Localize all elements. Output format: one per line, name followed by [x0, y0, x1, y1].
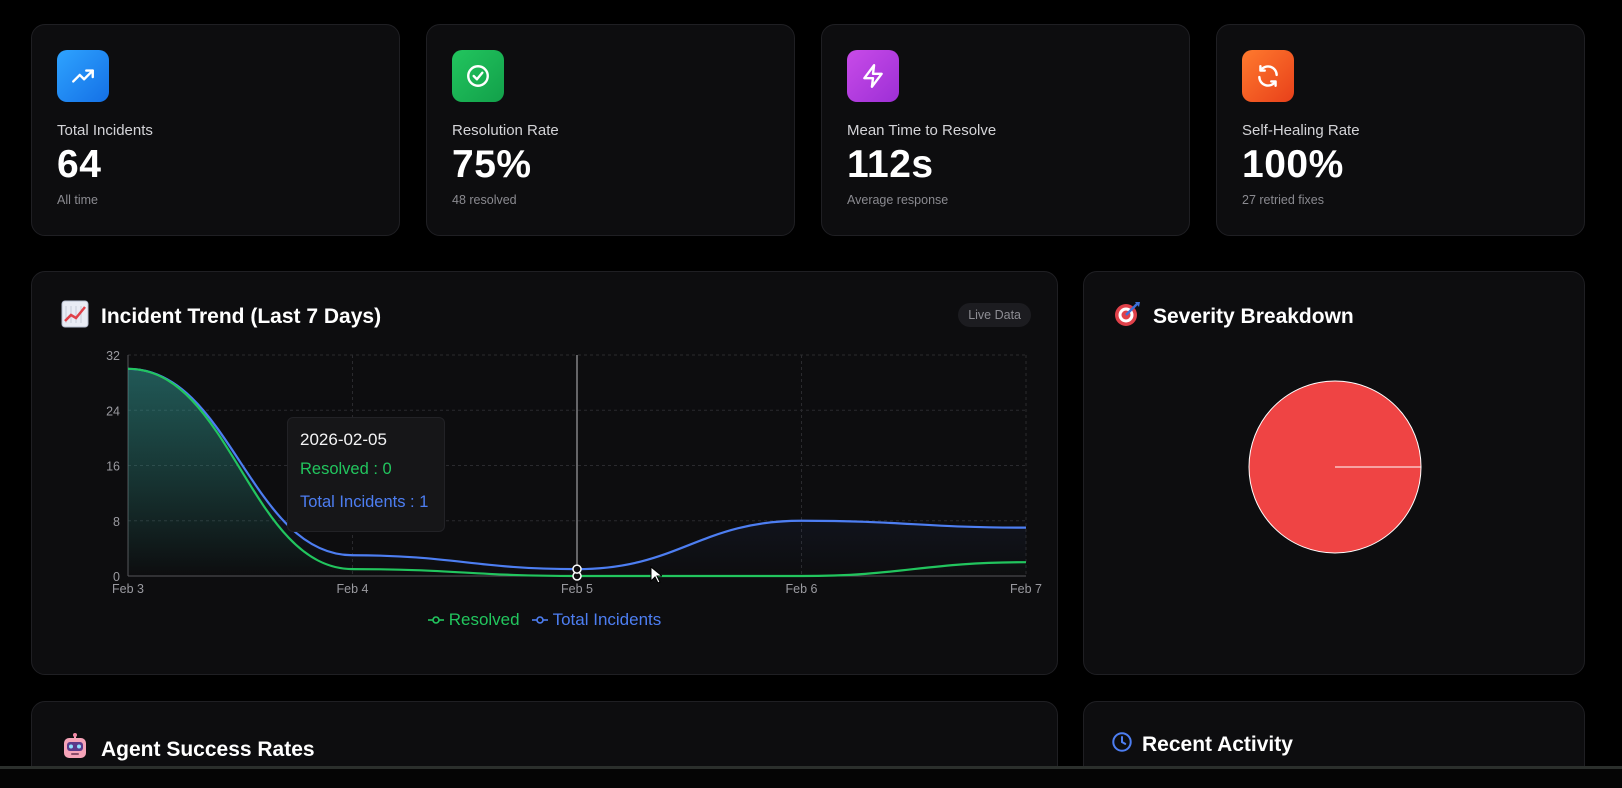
series-line	[127, 367, 1027, 578]
x-tick-label: Feb 3	[112, 582, 144, 596]
y-tick-label: 16	[106, 460, 120, 474]
stat-card-total-incidents: Total Incidents 64 All time	[31, 24, 400, 236]
y-tick-label: 0	[113, 570, 120, 584]
legend-item-total-incidents[interactable]: Total Incidents	[531, 610, 662, 630]
stat-label: Total Incidents	[57, 122, 153, 139]
stat-card-self-healing: Self-Healing Rate 100% 27 retried fixes	[1216, 24, 1585, 236]
x-tick-label: Feb 6	[786, 582, 818, 596]
stat-value: 64	[57, 143, 102, 186]
panel-header: Recent Activity	[1111, 731, 1293, 758]
panel-header: Incident Trend (Last 7 Days)	[61, 300, 381, 333]
trending-up-icon	[57, 50, 109, 102]
x-tick-label: Feb 5	[561, 582, 593, 596]
chart-legend: Resolved Total Incidents	[32, 610, 1057, 630]
stat-value: 75%	[452, 143, 532, 186]
y-tick-label: 32	[106, 349, 120, 363]
stat-card-mttr: Mean Time to Resolve 112s Average respon…	[821, 24, 1190, 236]
panel-title: Incident Trend (Last 7 Days)	[101, 304, 382, 328]
panel-title: Recent Activity	[1142, 732, 1293, 756]
panel-header: Severity Breakdown	[1113, 300, 1354, 333]
stat-subtext: 48 resolved	[452, 193, 517, 207]
hover-point	[572, 564, 582, 574]
severity-breakdown-panel: Severity Breakdown	[1083, 271, 1585, 675]
stat-value: 100%	[1242, 143, 1344, 186]
incident-trend-chart[interactable]: 0 8 16 24 32 Feb 3 Feb 4 Feb 5 Feb 6 Feb 7	[32, 272, 1059, 602]
stat-label: Mean Time to Resolve	[847, 122, 997, 139]
series-area	[128, 368, 1026, 576]
robot-icon	[61, 733, 89, 766]
series-line	[127, 367, 1027, 571]
stat-value: 112s	[847, 143, 934, 186]
clock-icon	[1111, 731, 1133, 758]
mouse-cursor-icon	[650, 566, 662, 584]
x-tick-label: Feb 4	[337, 582, 369, 596]
legend-label: Total Incidents	[552, 610, 662, 629]
tooltip-resolved: Resolved : 0	[300, 460, 392, 478]
y-tick-label: 24	[106, 404, 120, 418]
target-icon	[1113, 300, 1141, 333]
panel-title: Agent Success Rates	[101, 737, 315, 761]
panel-header: Agent Success Rates	[61, 733, 315, 766]
lightning-icon	[847, 50, 899, 102]
stat-label: Resolution Rate	[452, 122, 559, 139]
legend-marker-icon	[427, 616, 444, 624]
severity-pie-chart[interactable]	[1084, 272, 1586, 676]
chart-tooltip: 2026-02-05 Resolved : 0 Total Incidents …	[287, 417, 445, 532]
legend-item-resolved[interactable]: Resolved	[427, 610, 520, 630]
legend-label: Resolved	[448, 610, 520, 629]
refresh-icon	[1242, 50, 1294, 102]
stat-label: Self-Healing Rate	[1242, 122, 1360, 139]
legend-marker-icon	[531, 616, 548, 624]
x-tick-label: Feb 7	[1010, 582, 1042, 596]
tooltip-total: Total Incidents : 1	[300, 493, 429, 511]
window-bottom-edge	[0, 766, 1622, 788]
stat-subtext: Average response	[847, 193, 949, 207]
stat-subtext: All time	[57, 193, 98, 207]
chart-emoji-icon	[61, 300, 89, 333]
stat-card-resolution-rate: Resolution Rate 75% 48 resolved	[426, 24, 795, 236]
y-tick-label: 8	[113, 515, 120, 529]
panel-title: Severity Breakdown	[1153, 304, 1354, 328]
live-data-badge: Live Data	[958, 303, 1031, 327]
stat-subtext: 27 retried fixes	[1242, 193, 1324, 207]
incident-trend-panel: Incident Trend (Last 7 Days) Live Data 0…	[31, 271, 1058, 675]
tooltip-date: 2026-02-05	[300, 430, 387, 449]
check-circle-icon	[452, 50, 504, 102]
